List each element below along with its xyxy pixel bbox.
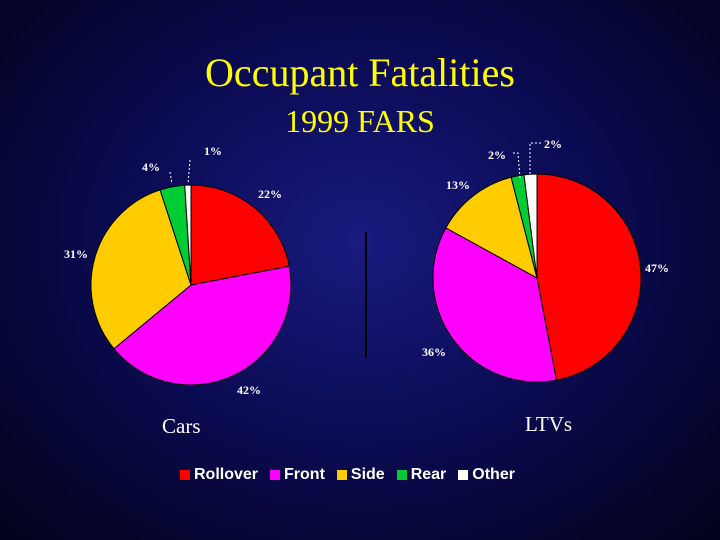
- legend-item-other: Other: [458, 466, 515, 484]
- cars-label-side: 31%: [64, 247, 88, 261]
- legend-swatch-front: [270, 470, 281, 480]
- leader-line: [187, 159, 191, 185]
- legend-item-rear: Rear: [396, 466, 447, 484]
- legend-item-front: Front: [270, 466, 325, 484]
- ltvs-label-rear: 2%: [488, 148, 506, 162]
- cars-slice-front: [113, 265, 292, 386]
- legend-label-other: Other: [472, 466, 515, 483]
- cars-pie: 22% 42% 31% 4% 1%: [64, 144, 292, 397]
- leader-line: [169, 171, 173, 185]
- legend-swatch-rollover: [180, 470, 190, 480]
- legend-label-side: Side: [350, 466, 385, 483]
- cars-caption: Cars: [162, 414, 201, 438]
- legend-swatch-other: [458, 470, 469, 480]
- chart-title: Occupant Fatalities: [205, 50, 515, 95]
- ltvs-caption: LTVs: [525, 412, 573, 436]
- legend-swatch-side: [336, 470, 347, 480]
- leader-lines: [169, 142, 541, 185]
- chart-subtitle: 1999 FARS: [285, 103, 435, 139]
- ltvs-label-side: 13%: [446, 178, 470, 192]
- cars-slice-rollover: [190, 184, 290, 286]
- ltvs-pie: 47% 36% 13% 2% 2%: [422, 137, 669, 383]
- legend-label-rear: Rear: [410, 466, 447, 483]
- legend-item-rollover: Rollover: [180, 466, 258, 484]
- ltvs-label-front: 36%: [422, 345, 446, 359]
- cars-slice-other: [184, 184, 192, 286]
- ltvs-label-other: 2%: [544, 137, 562, 151]
- leader-line: [529, 142, 541, 176]
- ltvs-slice-other: [523, 173, 538, 279]
- ltvs-slice-rollover: [536, 173, 642, 381]
- cars-label-rollover: 22%: [258, 187, 282, 201]
- legend-item-side: Side: [336, 466, 385, 484]
- ltvs-slice-front: [432, 227, 558, 383]
- legend-label-rollover: Rollover: [194, 466, 259, 483]
- cars-label-front: 42%: [237, 383, 261, 397]
- ltvs-slice-side: [445, 176, 538, 279]
- legend: Rollover Front Side Rear Other: [180, 464, 527, 486]
- legend-swatch-rear: [396, 470, 407, 480]
- cars-slice-side: [90, 189, 192, 350]
- ltvs-label-rollover: 47%: [645, 261, 669, 275]
- legend-label-front: Front: [284, 466, 325, 483]
- cars-label-rear: 4%: [142, 160, 160, 174]
- leader-line: [513, 152, 521, 179]
- cars-label-other: 1%: [204, 144, 222, 158]
